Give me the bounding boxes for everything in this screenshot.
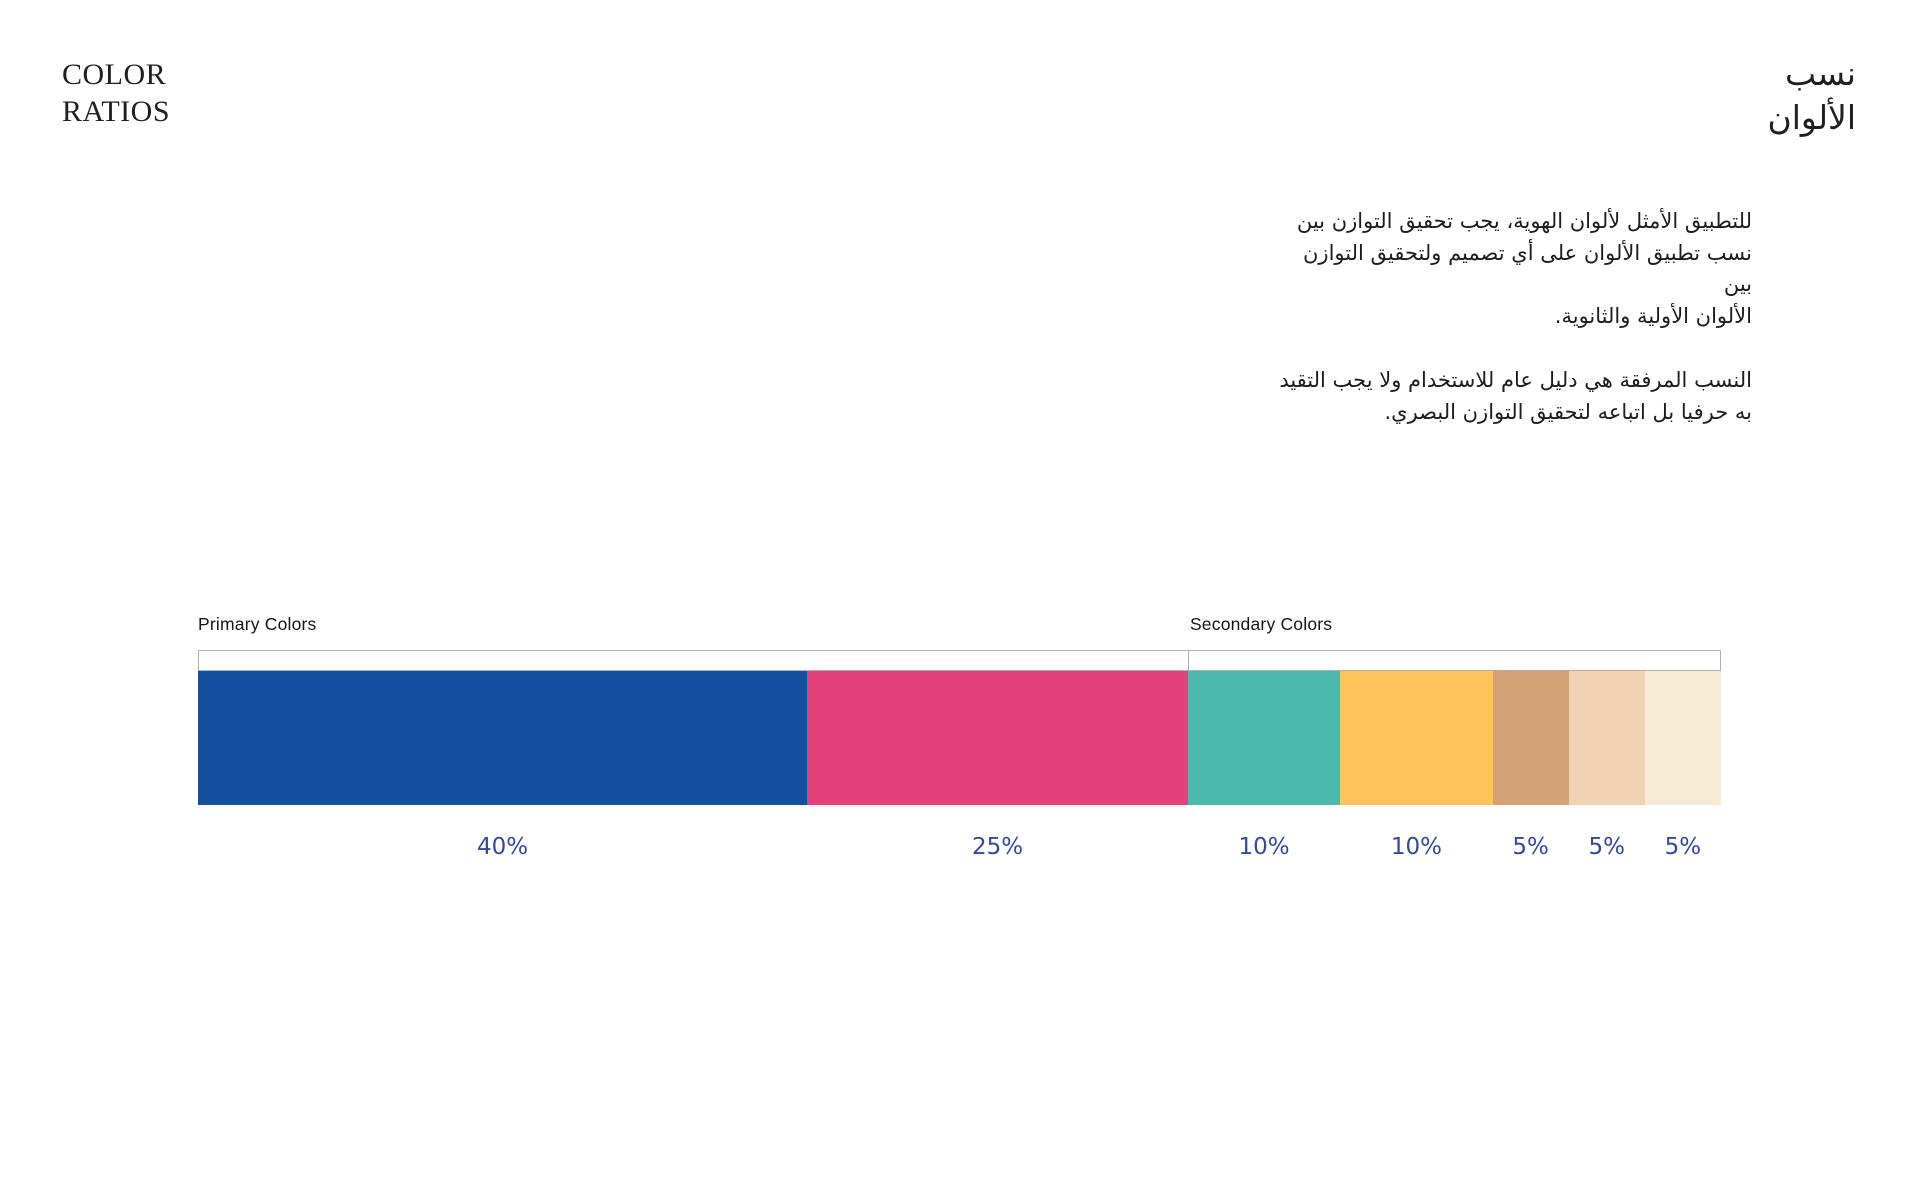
ratio-bar [198, 671, 1721, 805]
segment-percent-label-peach: 5% [1588, 834, 1625, 860]
color-segment-teal [1187, 671, 1341, 805]
ratio-labels: 40% 25% 10% 10% 5% 5% 5% [198, 834, 1721, 860]
strip-cell-primary-colors [199, 651, 1188, 670]
color-segment-blue [198, 671, 808, 805]
segment-percent-label-blue: 40% [477, 834, 529, 860]
segment-percent-label-yellow: 10% [1390, 834, 1442, 860]
primary-colors-label: Primary Colors [198, 614, 317, 634]
color-segment-cream [1644, 671, 1721, 805]
intro-text-block: للتطبيق الأمثل لألوان الهوية، يجب تحقيق … [1272, 206, 1752, 428]
segment-percent-label-cream: 5% [1664, 834, 1702, 860]
group-divider-strip [198, 650, 1721, 671]
color-segment-tan [1492, 671, 1569, 805]
page-title-english: COLOR RATIOS [62, 58, 171, 128]
color-segment-peach [1568, 671, 1645, 805]
color-segment-pink [807, 671, 1188, 805]
secondary-colors-label: Secondary Colors [1189, 614, 1333, 634]
strip-cell-secondary-colors [1187, 651, 1720, 670]
intro-paragraph-1: للتطبيق الأمثل لألوان الهوية، يجب تحقيق … [1296, 209, 1752, 328]
color-segment-yellow [1340, 671, 1493, 805]
segment-percent-label-teal: 10% [1238, 834, 1290, 860]
page-title-arabic: نسب الألوان [1767, 54, 1857, 137]
segment-percent-label-tan: 5% [1512, 834, 1549, 860]
intro-paragraph-2: النسب المرفقة هي دليل عام للاستخدام ولا … [1279, 368, 1752, 424]
segment-percent-label-pink: 25% [972, 834, 1024, 860]
color-ratio-chart: Primary Colors Secondary Colors 40% 25% 10… [198, 614, 1721, 860]
group-labels-row: Primary Colors Secondary Colors [198, 614, 1721, 650]
